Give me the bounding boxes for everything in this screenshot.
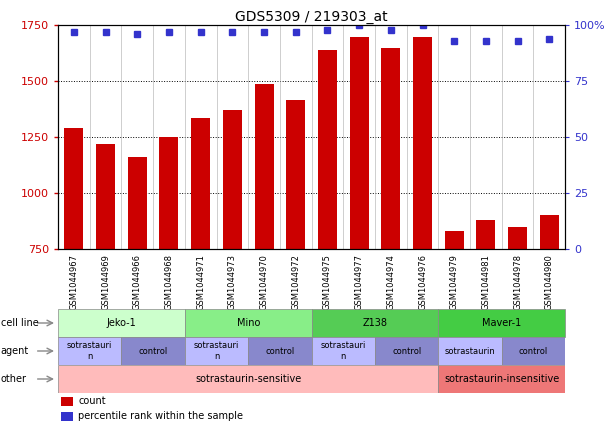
Text: other: other: [1, 374, 27, 384]
Bar: [58, 309, 185, 337]
Text: sotrastauri
n: sotrastauri n: [67, 341, 112, 361]
Bar: [185, 337, 248, 365]
Bar: [381, 48, 400, 249]
Text: control: control: [265, 346, 295, 355]
Bar: [122, 337, 185, 365]
Bar: [185, 309, 312, 337]
Text: Mino: Mino: [236, 318, 260, 328]
Bar: [60, 397, 73, 406]
Bar: [248, 337, 312, 365]
Bar: [255, 83, 274, 249]
Bar: [287, 100, 306, 249]
Bar: [223, 110, 242, 249]
Bar: [439, 309, 565, 337]
Bar: [540, 215, 559, 249]
Bar: [58, 337, 122, 365]
Text: control: control: [139, 346, 168, 355]
Bar: [349, 36, 368, 249]
Bar: [318, 50, 337, 249]
Text: cell line: cell line: [1, 318, 38, 328]
Text: control: control: [392, 346, 422, 355]
Title: GDS5309 / 219303_at: GDS5309 / 219303_at: [235, 10, 388, 25]
Text: sotrastauri
n: sotrastauri n: [321, 341, 366, 361]
Text: percentile rank within the sample: percentile rank within the sample: [78, 412, 243, 421]
Text: Jeko-1: Jeko-1: [106, 318, 136, 328]
Bar: [191, 118, 210, 249]
Bar: [439, 337, 502, 365]
Bar: [312, 309, 439, 337]
Bar: [60, 412, 73, 421]
Bar: [439, 365, 565, 393]
Bar: [159, 137, 178, 249]
Bar: [64, 128, 84, 249]
Bar: [502, 337, 565, 365]
Bar: [96, 144, 115, 249]
Bar: [58, 365, 439, 393]
Bar: [375, 337, 439, 365]
Bar: [312, 337, 375, 365]
Text: sotrastauri
n: sotrastauri n: [194, 341, 240, 361]
Bar: [128, 157, 147, 249]
Bar: [477, 220, 496, 249]
Text: sotrastaurin-insensitive: sotrastaurin-insensitive: [444, 374, 560, 384]
Text: sotrastaurin: sotrastaurin: [445, 346, 496, 355]
Text: count: count: [78, 396, 106, 407]
Text: agent: agent: [1, 346, 29, 356]
Bar: [445, 231, 464, 249]
Text: sotrastaurin-sensitive: sotrastaurin-sensitive: [195, 374, 301, 384]
Text: Maver-1: Maver-1: [482, 318, 521, 328]
Bar: [413, 36, 432, 249]
Bar: [508, 227, 527, 249]
Text: control: control: [519, 346, 548, 355]
Text: Z138: Z138: [362, 318, 387, 328]
